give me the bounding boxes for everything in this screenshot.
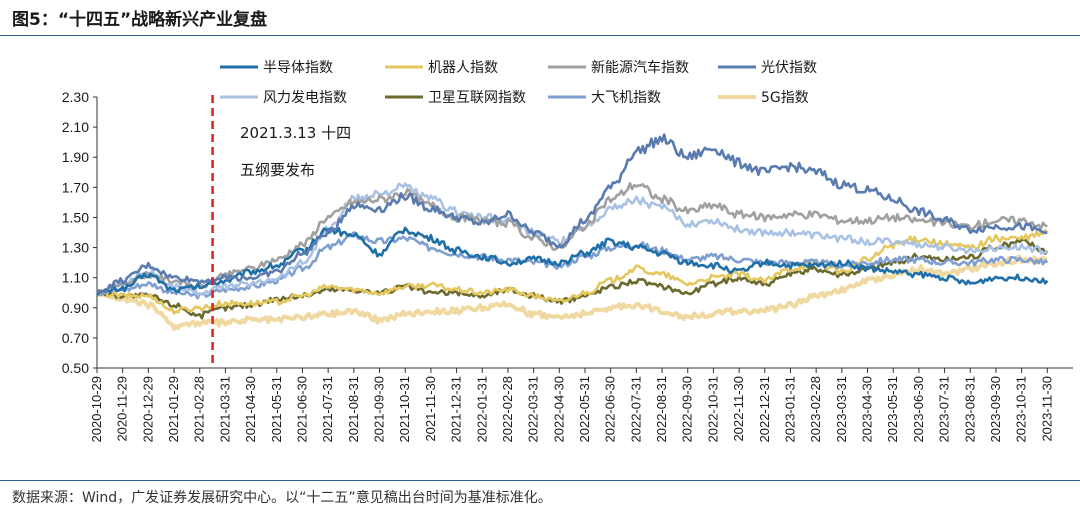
x-tick-label: 2022-07-31 bbox=[628, 376, 643, 443]
x-tick-label: 2021-08-31 bbox=[346, 376, 361, 443]
source-divider bbox=[0, 480, 1080, 481]
legend-label-8: 5G指数 bbox=[761, 90, 809, 106]
legend-label-1: 半导体指数 bbox=[263, 60, 333, 76]
x-tick-label: 2023-03-31 bbox=[834, 376, 849, 443]
x-tick-label: 2021-12-31 bbox=[449, 376, 464, 443]
x-tick-label: 2021-01-29 bbox=[166, 376, 181, 443]
x-tick-label: 2022-03-31 bbox=[526, 376, 541, 443]
x-tick-label: 2021-04-30 bbox=[243, 376, 258, 443]
x-tick-label: 2023-01-31 bbox=[782, 376, 797, 443]
x-tick-label: 2023-02-28 bbox=[808, 376, 823, 443]
y-tick-label: 1.50 bbox=[62, 209, 89, 225]
figure-title: 图5：“十四五”战略新兴产业复盘 bbox=[12, 10, 268, 30]
series-line-6 bbox=[96, 238, 1049, 320]
x-tick-label: 2022-04-30 bbox=[551, 376, 566, 443]
x-tick-label: 2020-12-29 bbox=[140, 376, 155, 443]
y-tick-label: 1.30 bbox=[62, 240, 89, 256]
x-tick-label: 2021-10-31 bbox=[397, 376, 412, 443]
x-tick-label: 2023-10-31 bbox=[1014, 376, 1029, 443]
x-tick-label: 2023-06-30 bbox=[911, 376, 926, 443]
x-tick-label: 2020-10-29 bbox=[89, 376, 104, 443]
series-line-3 bbox=[95, 182, 1048, 297]
x-tick-label: 2022-11-30 bbox=[731, 376, 746, 442]
x-tick-label: 2022-05-31 bbox=[577, 376, 592, 443]
y-tick-label: 2.10 bbox=[62, 119, 89, 135]
x-tick-label: 2021-05-31 bbox=[269, 376, 284, 443]
x-tick-label: 2021-06-30 bbox=[294, 376, 309, 443]
series-line-7 bbox=[96, 231, 1049, 300]
y-tick-label: 0.70 bbox=[62, 330, 89, 346]
y-axis-ticks: 0.50 0.70 0.90 1.10 1.30 1.50 1.70 1.90 2.10 2.30 bbox=[62, 89, 97, 376]
x-tick-label: 2021-09-30 bbox=[372, 376, 387, 443]
x-tick-label: 2022-06-30 bbox=[603, 376, 618, 443]
x-tick-label: 2023-11-30 bbox=[1039, 376, 1054, 442]
series-line-4 bbox=[96, 133, 1048, 294]
annotation-text-line1: 2021.3.13 十四 bbox=[240, 124, 351, 142]
x-axis-ticks: 2020-10-29 2020-11-29 2020-12-29 2021-01-29… bbox=[89, 368, 1054, 443]
title-divider bbox=[0, 35, 1080, 36]
x-tick-label: 2021-03-31 bbox=[217, 376, 232, 443]
x-tick-label: 2023-07-31 bbox=[937, 376, 952, 443]
x-tick-label: 2023-05-31 bbox=[885, 376, 900, 443]
x-tick-label: 2022-01-31 bbox=[474, 376, 489, 443]
legend-label-2: 机器人指数 bbox=[428, 60, 498, 76]
x-tick-label: 2023-04-30 bbox=[860, 376, 875, 443]
source-note: 数据来源：Wind，广发证券发展研究中心。以“十二五”意见稿出台时间为基准标准化… bbox=[12, 490, 552, 506]
series-line-8 bbox=[95, 254, 1048, 331]
series-line-1 bbox=[96, 226, 1049, 296]
x-tick-label: 2022-09-30 bbox=[680, 376, 695, 443]
x-tick-label: 2023-09-30 bbox=[988, 376, 1003, 443]
x-tick-label: 2022-08-31 bbox=[654, 376, 669, 443]
x-tick-label: 2022-02-28 bbox=[500, 376, 515, 443]
x-tick-label: 2020-11-29 bbox=[115, 376, 130, 442]
legend-label-4: 光伏指数 bbox=[761, 60, 817, 76]
y-tick-label: 2.30 bbox=[62, 89, 89, 105]
y-tick-label: 1.70 bbox=[62, 179, 89, 195]
x-tick-label: 2022-12-31 bbox=[757, 376, 772, 443]
y-tick-label: 1.90 bbox=[62, 149, 89, 165]
legend-label-7: 大飞机指数 bbox=[591, 90, 661, 106]
y-tick-label: 0.90 bbox=[62, 300, 89, 316]
series-line-5 bbox=[96, 182, 1049, 297]
y-tick-label: 0.50 bbox=[62, 360, 89, 376]
series-line-2 bbox=[95, 228, 1049, 315]
line-chart: 0.50 0.70 0.90 1.10 1.30 1.50 1.70 1.90 2.10 2.30… bbox=[62, 59, 1073, 443]
legend-label-6: 卫星互联网指数 bbox=[428, 90, 526, 106]
x-tick-label: 2021-11-30 bbox=[423, 376, 438, 442]
y-tick-label: 1.10 bbox=[62, 270, 89, 286]
x-tick-label: 2023-08-31 bbox=[962, 376, 977, 443]
x-tick-label: 2022-10-31 bbox=[705, 376, 720, 443]
x-tick-label: 2021-02-28 bbox=[192, 376, 207, 443]
annotation-text-line2: 五纲要发布 bbox=[240, 161, 315, 179]
series-lines bbox=[95, 133, 1049, 331]
legend-label-3: 新能源汽车指数 bbox=[591, 59, 689, 76]
x-tick-label: 2021-07-31 bbox=[320, 376, 335, 443]
legend-label-5: 风力发电指数 bbox=[263, 90, 347, 106]
